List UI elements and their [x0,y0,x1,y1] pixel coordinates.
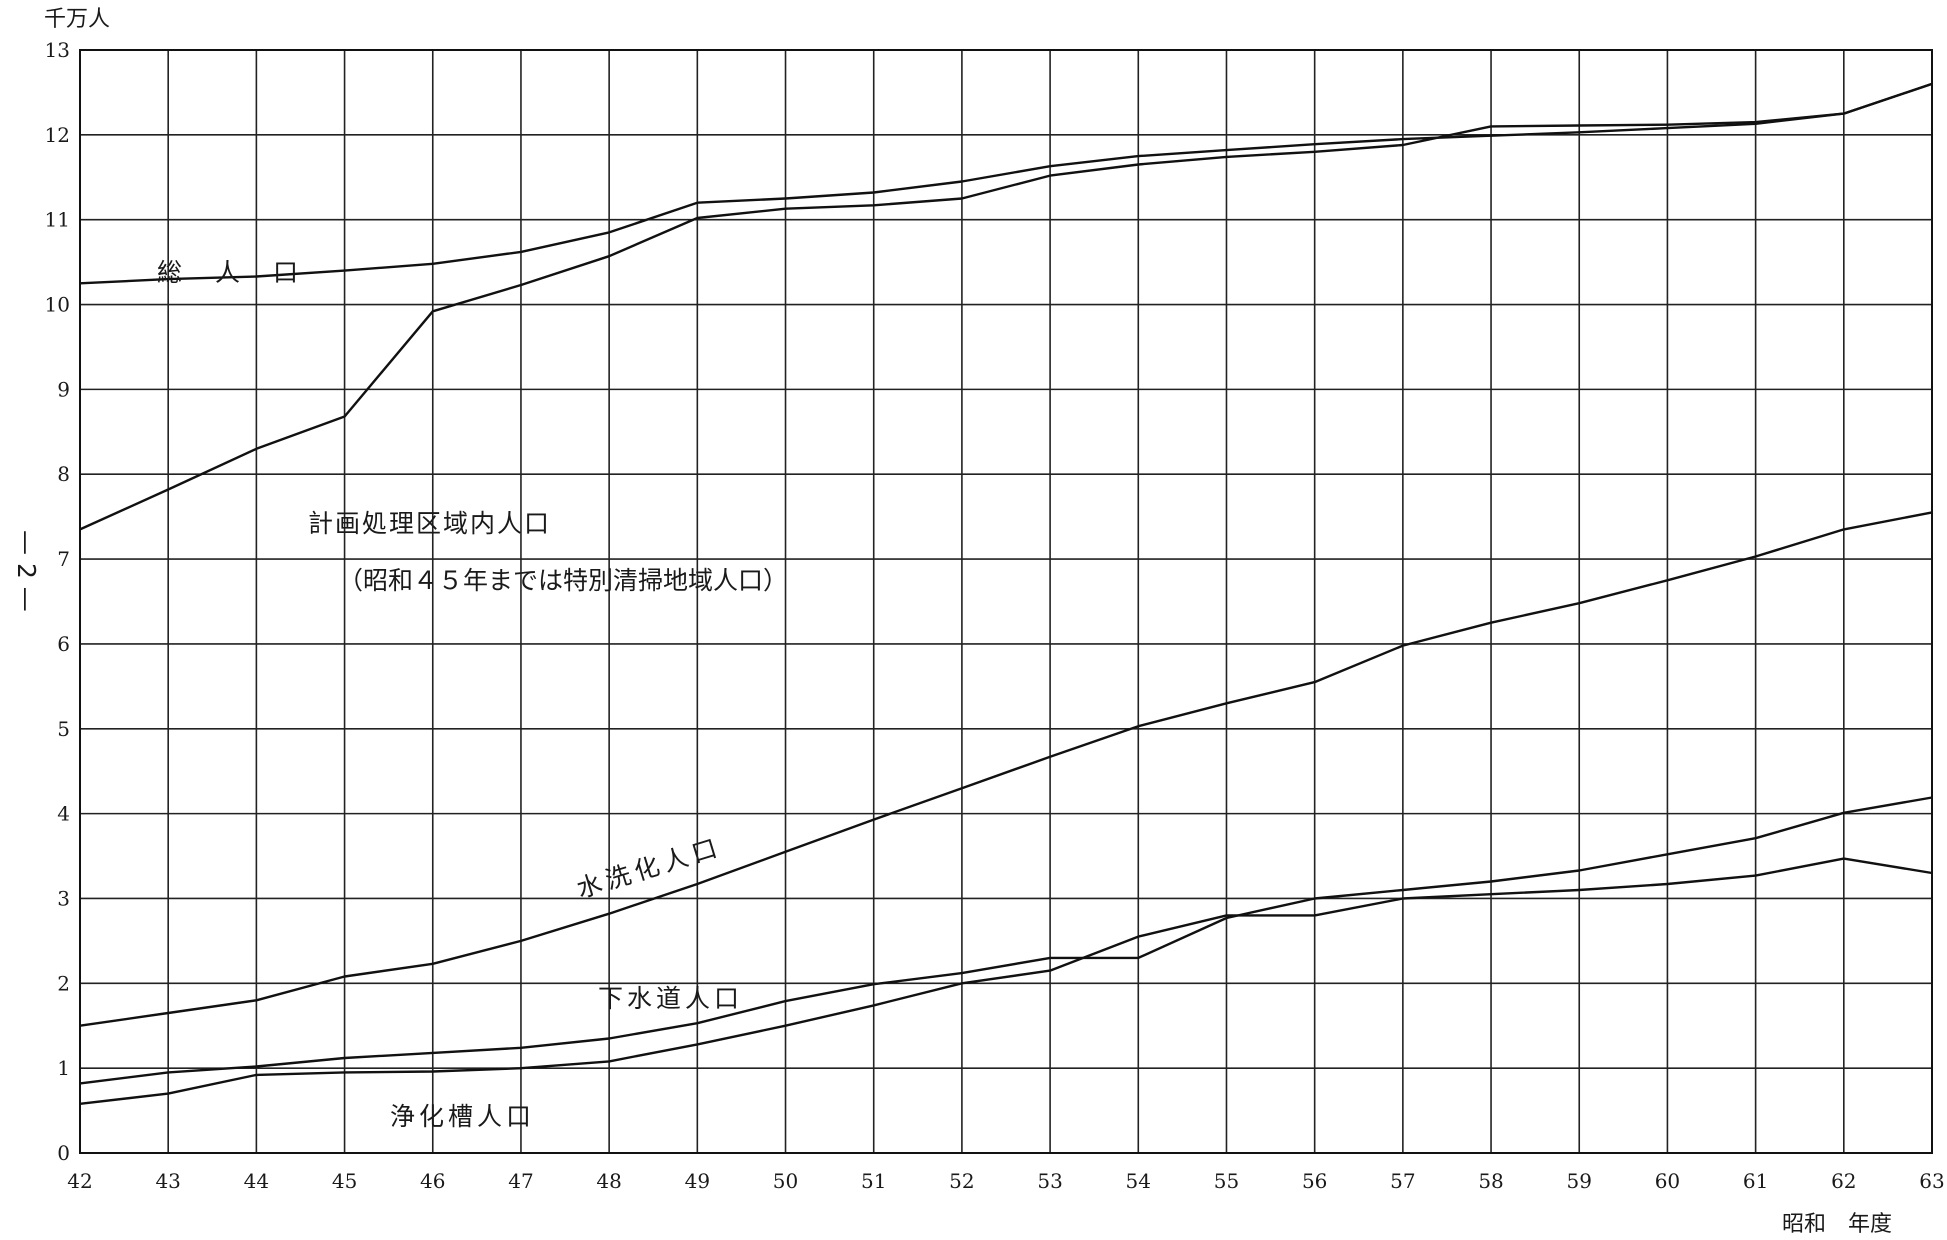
series-label-flush-toilet-population: 水洗化人口 [573,832,725,904]
series-line-sewerage-population [79,796,1933,1085]
y-tick-label: 1 [57,1056,70,1080]
x-tick-label: 59 [1567,1169,1592,1193]
x-tick-label: 48 [596,1169,621,1193]
x-tick-label: 49 [685,1169,710,1193]
series-line-flush-toilet-population [79,511,1933,1027]
grid-lines [79,49,1933,1154]
x-tick-label: 45 [332,1169,357,1193]
plot-frame [79,49,1933,1154]
x-tick-label: 46 [420,1169,445,1193]
x-tick-label: 53 [1037,1169,1062,1193]
series-line-septic-tank-population [79,857,1933,1105]
annotation-special-cleaning-area: （昭和４５年までは特別清掃地域人口） [338,566,788,595]
x-tick-label: 43 [155,1169,180,1193]
x-tick-label: 60 [1655,1169,1680,1193]
series-line-planned-area-population [79,82,1933,531]
x-tick-label: 55 [1214,1169,1239,1193]
x-tick-label: 57 [1390,1169,1415,1193]
y-tick-label: 6 [57,632,70,656]
y-tick-label: 9 [57,377,70,401]
x-tick-label: 50 [773,1169,798,1193]
series-label-septic-tank-population: 浄化槽人口 [390,1102,535,1131]
y-tick-label: 8 [57,462,70,486]
y-tick-label: 0 [57,1141,70,1165]
y-tick-label: 10 [45,293,70,317]
x-tick-label: 56 [1302,1169,1327,1193]
x-tick-label: 52 [949,1169,974,1193]
x-tick-label: 58 [1478,1169,1503,1193]
y-tick-label: 5 [57,717,70,741]
y-tick-label: 4 [57,802,70,826]
x-axis-unit-label: 昭和 年度 [1782,1212,1892,1237]
y-tick-label: 12 [45,123,70,147]
y-tick-label: 3 [57,886,70,910]
x-tick-label: 62 [1831,1169,1856,1193]
x-tick-label: 51 [861,1169,886,1193]
series-label-planned-area-population: 計画処理区域内人口 [308,509,551,538]
series-label-sewerage-population: 下水道人口 [598,984,743,1013]
y-axis-unit-label: 千万人 [44,7,110,32]
y-tick-label: 7 [57,547,70,571]
series-line-total-population [79,82,1933,285]
x-tick-label: 63 [1919,1169,1944,1193]
x-tick-label: 44 [244,1169,269,1193]
series-labels: 千万人 昭和 年度 総 人 口 計画処理区域内人口 （昭和４５年までは特別清掃地… [44,7,1892,1237]
x-tick-label: 54 [1126,1169,1151,1193]
page-number-mark: — 2 — [12,530,41,612]
y-tick-label: 13 [45,38,70,62]
series-lines [79,82,1933,1105]
series-label-total-population: 総 人 口 [157,258,302,287]
x-tick-label: 47 [508,1169,533,1193]
x-tick-label: 61 [1743,1169,1768,1193]
y-tick-label: 11 [45,208,70,232]
y-tick-label: 2 [57,971,70,995]
x-tick-label: 42 [67,1169,92,1193]
